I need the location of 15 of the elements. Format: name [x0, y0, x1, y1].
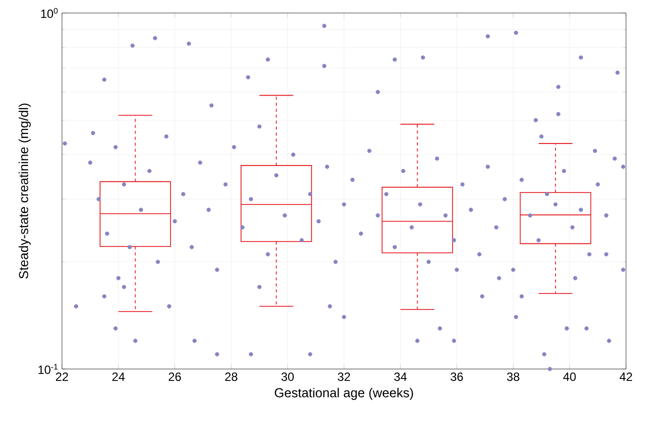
x-tick-label: 24	[112, 372, 125, 381]
x-tick-label: 38	[507, 372, 520, 381]
x-tick-label: 36	[450, 372, 463, 381]
x-axis-title: Gestational age (weeks)	[274, 388, 414, 400]
x-tick-label: 40	[563, 372, 576, 381]
y-tick-label: 10$^{0}$	[41, 8, 58, 18]
x-tick-label: 34	[394, 372, 407, 381]
x-tick-label: 22	[56, 372, 68, 381]
x-tick-label: 42	[620, 372, 632, 381]
y-axis-title: Steady-state creatinine (mg/dl)	[18, 104, 31, 279]
x-tick-label: 30	[281, 372, 294, 381]
y-tick-label: 10$^{-1}$	[38, 364, 58, 374]
x-tick-label: 26	[168, 372, 181, 381]
x-tick-label: 32	[338, 372, 350, 381]
x-tick-label: 28	[225, 372, 238, 381]
